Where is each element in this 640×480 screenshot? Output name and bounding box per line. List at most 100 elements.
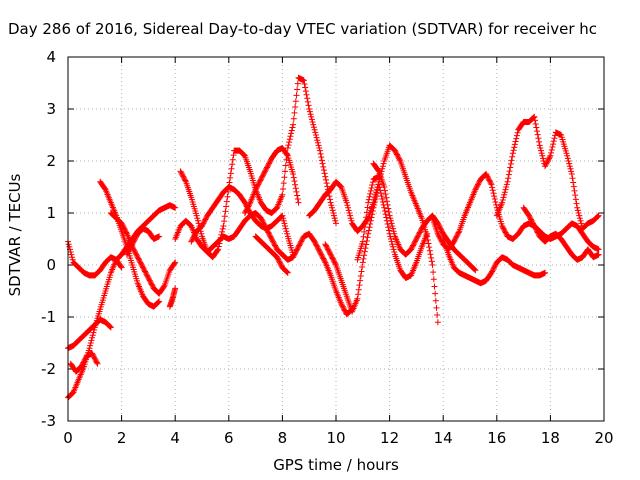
- data-point-marker: [532, 120, 539, 127]
- data-point-marker: [217, 234, 224, 241]
- data-point-marker: [574, 204, 581, 211]
- data-point-marker: [311, 126, 318, 133]
- data-point-marker: [540, 155, 547, 162]
- data-point-marker: [172, 259, 179, 266]
- data-point-marker: [311, 238, 318, 245]
- data-point-marker: [360, 255, 367, 262]
- data-point-marker: [345, 204, 352, 211]
- data-point-marker: [489, 187, 496, 194]
- data-point-marker: [548, 149, 555, 156]
- data-point-marker: [314, 139, 321, 146]
- data-point-marker: [527, 216, 534, 223]
- data-point-marker: [316, 145, 323, 151]
- data-point-marker: [427, 251, 434, 258]
- data-point-marker: [214, 247, 221, 254]
- data-point-marker: [218, 231, 225, 238]
- data-point-marker: [292, 98, 299, 105]
- data-point-marker: [410, 242, 417, 249]
- data-point-marker: [134, 254, 141, 261]
- data-point-marker: [415, 232, 422, 239]
- data-point-marker: [219, 228, 226, 235]
- data-point-marker: [354, 295, 361, 302]
- data-point-marker: [538, 147, 545, 154]
- data-point-marker: [341, 306, 348, 313]
- data-point-marker: [145, 275, 152, 281]
- series-group: [520, 204, 602, 263]
- data-point-marker: [188, 237, 195, 244]
- data-point-marker: [435, 232, 442, 239]
- data-point-marker: [411, 239, 418, 246]
- data-point-marker: [266, 160, 272, 167]
- data-point-marker: [368, 184, 375, 191]
- data-point-marker: [290, 115, 297, 122]
- data-point-marker: [396, 156, 403, 163]
- data-point-marker: [493, 201, 500, 208]
- series-group: [440, 236, 549, 287]
- data-point-marker: [136, 256, 143, 263]
- data-point-marker: [544, 158, 551, 164]
- data-point-marker: [323, 243, 330, 250]
- data-point-marker: [330, 256, 337, 263]
- data-point-marker: [570, 179, 577, 186]
- data-point-marker: [304, 95, 311, 102]
- data-point-marker: [513, 132, 520, 139]
- data-point-marker: [135, 255, 142, 262]
- data-point-marker: [242, 208, 249, 215]
- data-point-marker: [340, 304, 347, 311]
- data-point-marker: [259, 173, 266, 180]
- data-point-marker: [257, 176, 264, 183]
- data-point-marker: [281, 174, 288, 181]
- data-point-marker: [155, 299, 162, 306]
- data-point-marker: [510, 147, 517, 154]
- data-point-marker: [564, 155, 571, 162]
- data-point-marker: [302, 84, 309, 91]
- data-point-marker: [307, 111, 314, 118]
- data-point-marker: [220, 223, 227, 229]
- data-point-marker: [367, 217, 374, 224]
- data-point-marker: [180, 174, 187, 181]
- data-point-marker: [266, 230, 272, 237]
- y-tick-label: 0: [46, 256, 56, 274]
- data-point-marker: [283, 228, 290, 235]
- data-point-marker: [595, 212, 602, 219]
- data-point-marker: [379, 163, 386, 170]
- data-point-marker: [506, 168, 513, 175]
- data-point-marker: [328, 252, 335, 259]
- series-group: [370, 160, 479, 274]
- data-point-marker: [321, 258, 328, 265]
- series-group: [177, 74, 339, 261]
- data-point-marker: [356, 282, 363, 289]
- data-point-marker: [414, 233, 421, 240]
- data-point-marker: [363, 214, 370, 221]
- data-point-marker: [215, 243, 222, 250]
- data-point-marker: [306, 108, 313, 115]
- data-point-marker: [344, 202, 351, 209]
- data-point-marker: [284, 269, 291, 276]
- data-point-marker: [384, 201, 391, 208]
- data-point-marker: [228, 165, 235, 172]
- data-point-marker: [475, 180, 482, 187]
- data-point-marker: [359, 259, 366, 266]
- data-point-marker: [66, 243, 73, 250]
- data-point-marker: [300, 77, 307, 84]
- data-point-marker: [216, 240, 223, 247]
- data-point-marker: [536, 142, 543, 149]
- data-point-marker: [434, 220, 441, 227]
- data-point-marker: [503, 184, 510, 190]
- data-point-marker: [194, 217, 201, 224]
- data-point-marker: [500, 194, 507, 201]
- data-point-marker: [122, 228, 129, 235]
- data-point-marker: [88, 337, 95, 344]
- data-point-marker: [277, 260, 284, 267]
- data-point-marker: [268, 236, 275, 242]
- data-point-marker: [355, 291, 362, 298]
- data-point-marker: [429, 262, 436, 268]
- data-point-marker: [377, 190, 384, 197]
- data-point-marker: [576, 215, 583, 222]
- data-point-marker: [284, 145, 291, 151]
- data-point-marker: [452, 236, 459, 242]
- data-point-marker: [371, 198, 378, 205]
- data-point-marker: [383, 194, 390, 201]
- data-point-marker: [331, 259, 338, 266]
